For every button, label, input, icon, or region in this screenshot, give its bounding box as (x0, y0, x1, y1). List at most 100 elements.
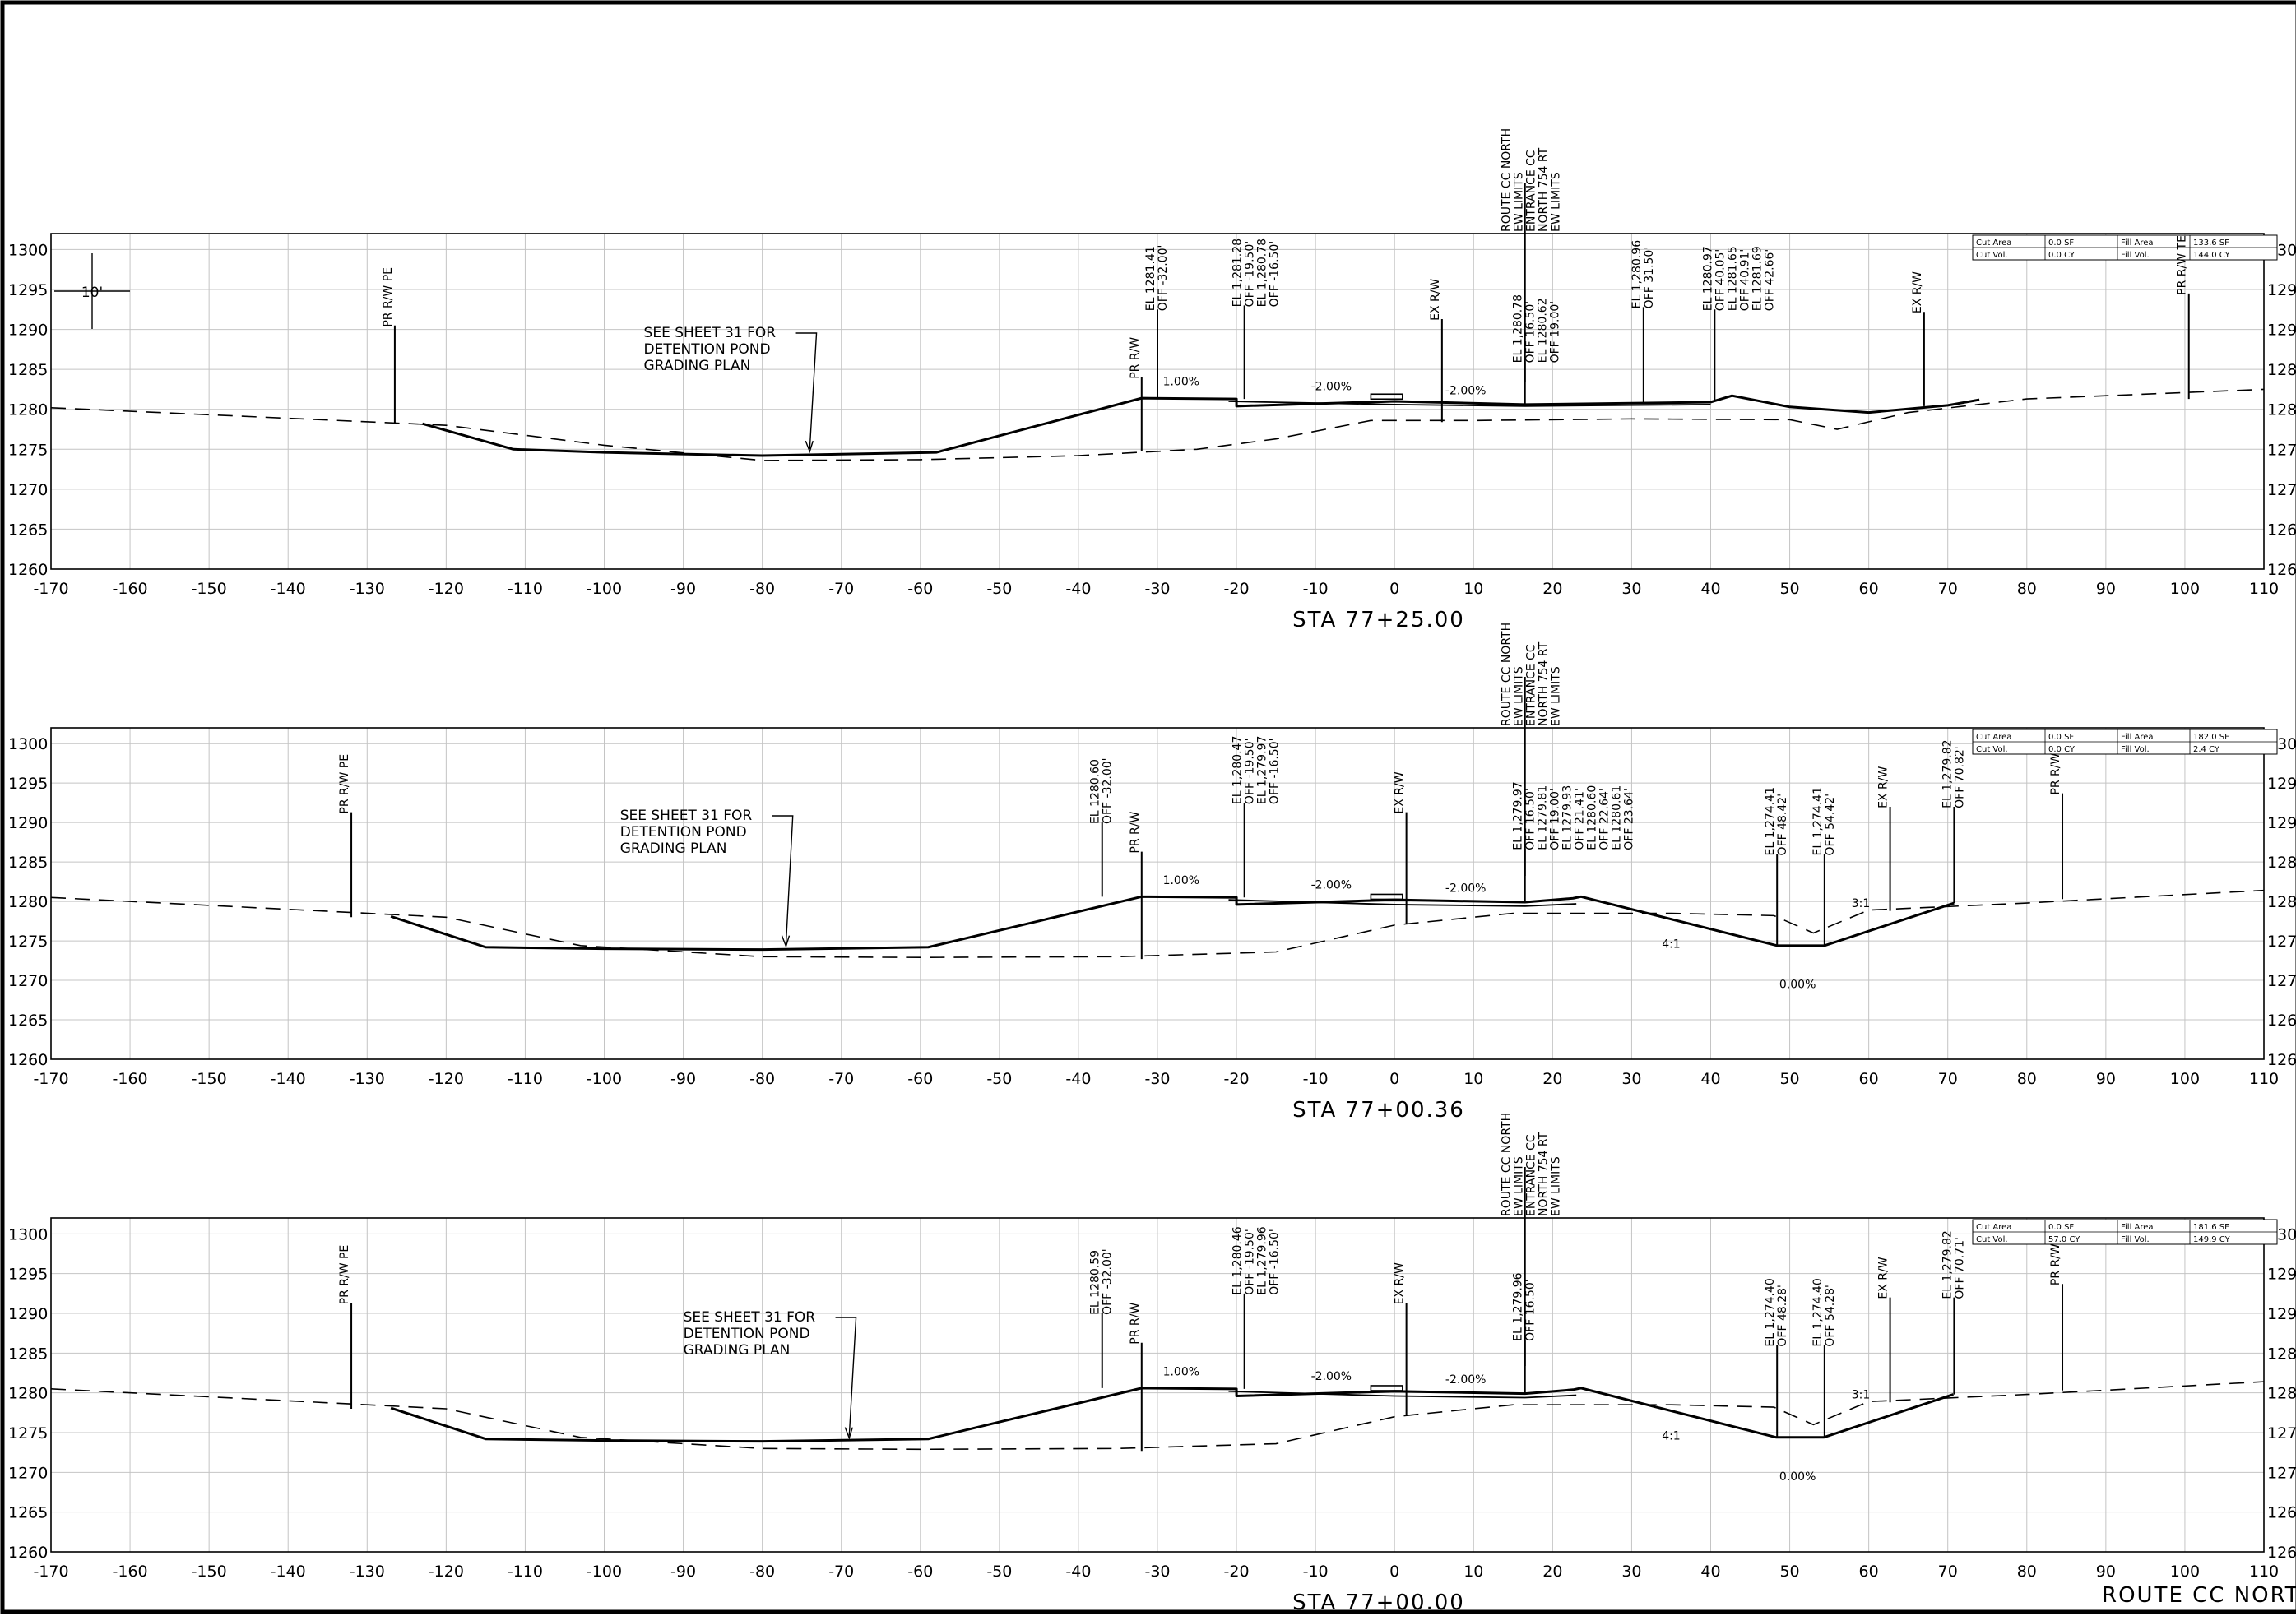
offset-label: 10 (1463, 1070, 1483, 1088)
callout-label-line: EL 1280.97 (1701, 246, 1714, 311)
offset-label: -100 (587, 580, 622, 598)
offset-label: -110 (508, 1563, 543, 1581)
quantity-cell: 182.0 SF (2193, 733, 2229, 742)
callout-label: EL 1280.97OFF 40.05'EL 1281.65OFF 40.91'… (1701, 246, 1776, 311)
cc-legend-line: ENTRANCE CC (1525, 150, 1538, 232)
elev-label-left: 1285 (8, 361, 48, 379)
elev-label-left: 1265 (8, 1504, 48, 1522)
callout-label-line: EX R/W (1394, 1262, 1407, 1304)
callout-label-line: EL 1280.60 (1586, 785, 1599, 850)
offset-label: -20 (1224, 1563, 1250, 1581)
slope-label: 1.00% (1163, 376, 1199, 389)
detention-pond-note-line: SEE SHEET 31 FOR (620, 808, 753, 824)
quantity-cell: 0.0 CY (2048, 251, 2076, 260)
elev-label-left: 1285 (8, 1345, 48, 1363)
section-frame (50, 1217, 2265, 1553)
offset-label: -50 (986, 1563, 1012, 1581)
offset-label: 50 (1779, 1563, 1799, 1581)
offset-label: 40 (1700, 1563, 1720, 1581)
quantity-cell: Cut Vol. (1976, 745, 2008, 754)
quantity-cell: Cut Vol. (1976, 1235, 2008, 1244)
cc-legend-line: ROUTE CC NORTH (1501, 1113, 1514, 1216)
callout-label-line: OFF 16.50' (1524, 1279, 1538, 1341)
elev-label-right: 1290 (2267, 814, 2296, 832)
offset-label: -60 (907, 1070, 933, 1088)
elev-label-right: 1270 (2267, 1464, 2296, 1482)
quantity-cell: 2.4 CY (2193, 745, 2220, 754)
elev-label-left: 1290 (8, 814, 48, 832)
callout-label-line: EL 1,274.40 (1811, 1278, 1825, 1346)
scale-bar-label: 10' (81, 285, 103, 301)
callout-label: EX R/W (1394, 771, 1407, 813)
offset-label: 20 (1542, 1070, 1562, 1088)
offset-label: -30 (1144, 1563, 1170, 1581)
cc-legend-line: EW LIMITS (1513, 172, 1526, 232)
slope-label: 0.00% (1779, 1470, 1816, 1484)
section-frame (50, 727, 2265, 1060)
quantity-cell: Cut Area (1976, 238, 2011, 248)
offset-label: -100 (587, 1070, 622, 1088)
callout-label-line: EL 1280.61 (1611, 785, 1624, 850)
callout-label-line: EL 1,279.96 (1256, 1226, 1269, 1295)
callout-label-line: OFF -16.50' (1269, 241, 1282, 308)
elev-label-left: 1275 (8, 1424, 48, 1442)
callout-label: EX R/W (1429, 279, 1442, 321)
offset-label: -140 (271, 1563, 306, 1581)
pavement-layer (1228, 899, 1577, 907)
callout-label-line: EL 1,274.40 (1764, 1278, 1777, 1346)
quantity-cell: Fill Area (2121, 238, 2154, 248)
callout-label-line: EL 1,279.97 (1256, 736, 1269, 804)
offset-label: -110 (508, 1070, 543, 1088)
offset-label: 90 (2096, 1070, 2116, 1088)
callout-label-line: PR R/W PE (338, 754, 351, 814)
elev-label-right: 1275 (2267, 933, 2296, 951)
offset-label: 80 (2017, 1070, 2037, 1088)
callout-label-line: OFF 40.05' (1714, 249, 1727, 312)
callout-label-line: EL 1281.41 (1144, 246, 1157, 311)
quantity-cell: 0.0 SF (2048, 733, 2074, 742)
slope-label: 4:1 (1662, 1430, 1681, 1443)
callout-label: EL 1,280.47OFF -19.50'EL 1,279.97OFF -16… (1231, 736, 1282, 804)
note-leader (795, 332, 818, 450)
callout-label-line: OFF -19.50' (1244, 241, 1257, 308)
callout-label-line: EL 1281.65 (1726, 246, 1739, 311)
elev-label-right: 1260 (2267, 1051, 2296, 1069)
offset-label: -140 (271, 580, 306, 598)
quantity-cell: 181.6 SF (2193, 1223, 2229, 1232)
cc-legend-line: EW LIMITS (1513, 1156, 1526, 1216)
offset-label: -40 (1065, 1563, 1091, 1581)
callout-label: EL 1,280.96OFF 31.50' (1630, 240, 1656, 309)
offset-label: -170 (33, 1070, 68, 1088)
callout-label-line: OFF 42.66' (1763, 249, 1776, 312)
quantity-cell: 0.0 SF (2048, 238, 2074, 248)
elev-label-left: 1300 (8, 1225, 48, 1243)
callout-label-line: OFF 19.00' (1549, 788, 1562, 850)
quantity-cell: 57.0 CY (2048, 1235, 2080, 1244)
quantity-cell: Cut Vol. (1976, 251, 2008, 260)
callout-label-line: EX R/W (1911, 271, 1924, 313)
elev-label-left: 1265 (8, 1012, 48, 1030)
offset-label: 0 (1389, 1070, 1399, 1088)
offset-label: -30 (1144, 1070, 1170, 1088)
offset-label: -130 (350, 1563, 385, 1581)
note-leader (772, 815, 794, 944)
slope-label: 3:1 (1852, 897, 1871, 910)
offset-label: 10 (1463, 1563, 1483, 1581)
cc-legend: ROUTE CC NORTHEW LIMITSENTRANCE CCNORTH … (1501, 1113, 1563, 1216)
elev-label-right: 1275 (2267, 441, 2296, 459)
quantity-cell: 0.0 CY (2048, 745, 2076, 754)
elev-label-right: 1285 (2267, 854, 2296, 872)
station-title: STA 77+25.00 (1292, 608, 1465, 632)
offset-label: 40 (1700, 1070, 1720, 1088)
offset-label: 110 (2249, 1563, 2279, 1581)
offset-label: -150 (192, 1563, 227, 1581)
offset-label: 30 (1621, 1563, 1641, 1581)
callout-label: EL 1,279.97OFF 16.50'EL 1279.81OFF 19.00… (1512, 781, 1636, 850)
elev-label-left: 1295 (8, 775, 48, 793)
callout-label: PR R/W PE (338, 1245, 351, 1305)
station-title: STA 77+00.00 (1292, 1591, 1465, 1615)
offset-label: -170 (33, 1563, 68, 1581)
callout-label-line: OFF 70.82' (1953, 746, 1966, 808)
elev-label-left: 1275 (8, 933, 48, 951)
callout-label: PR R/W (2049, 1243, 2062, 1285)
